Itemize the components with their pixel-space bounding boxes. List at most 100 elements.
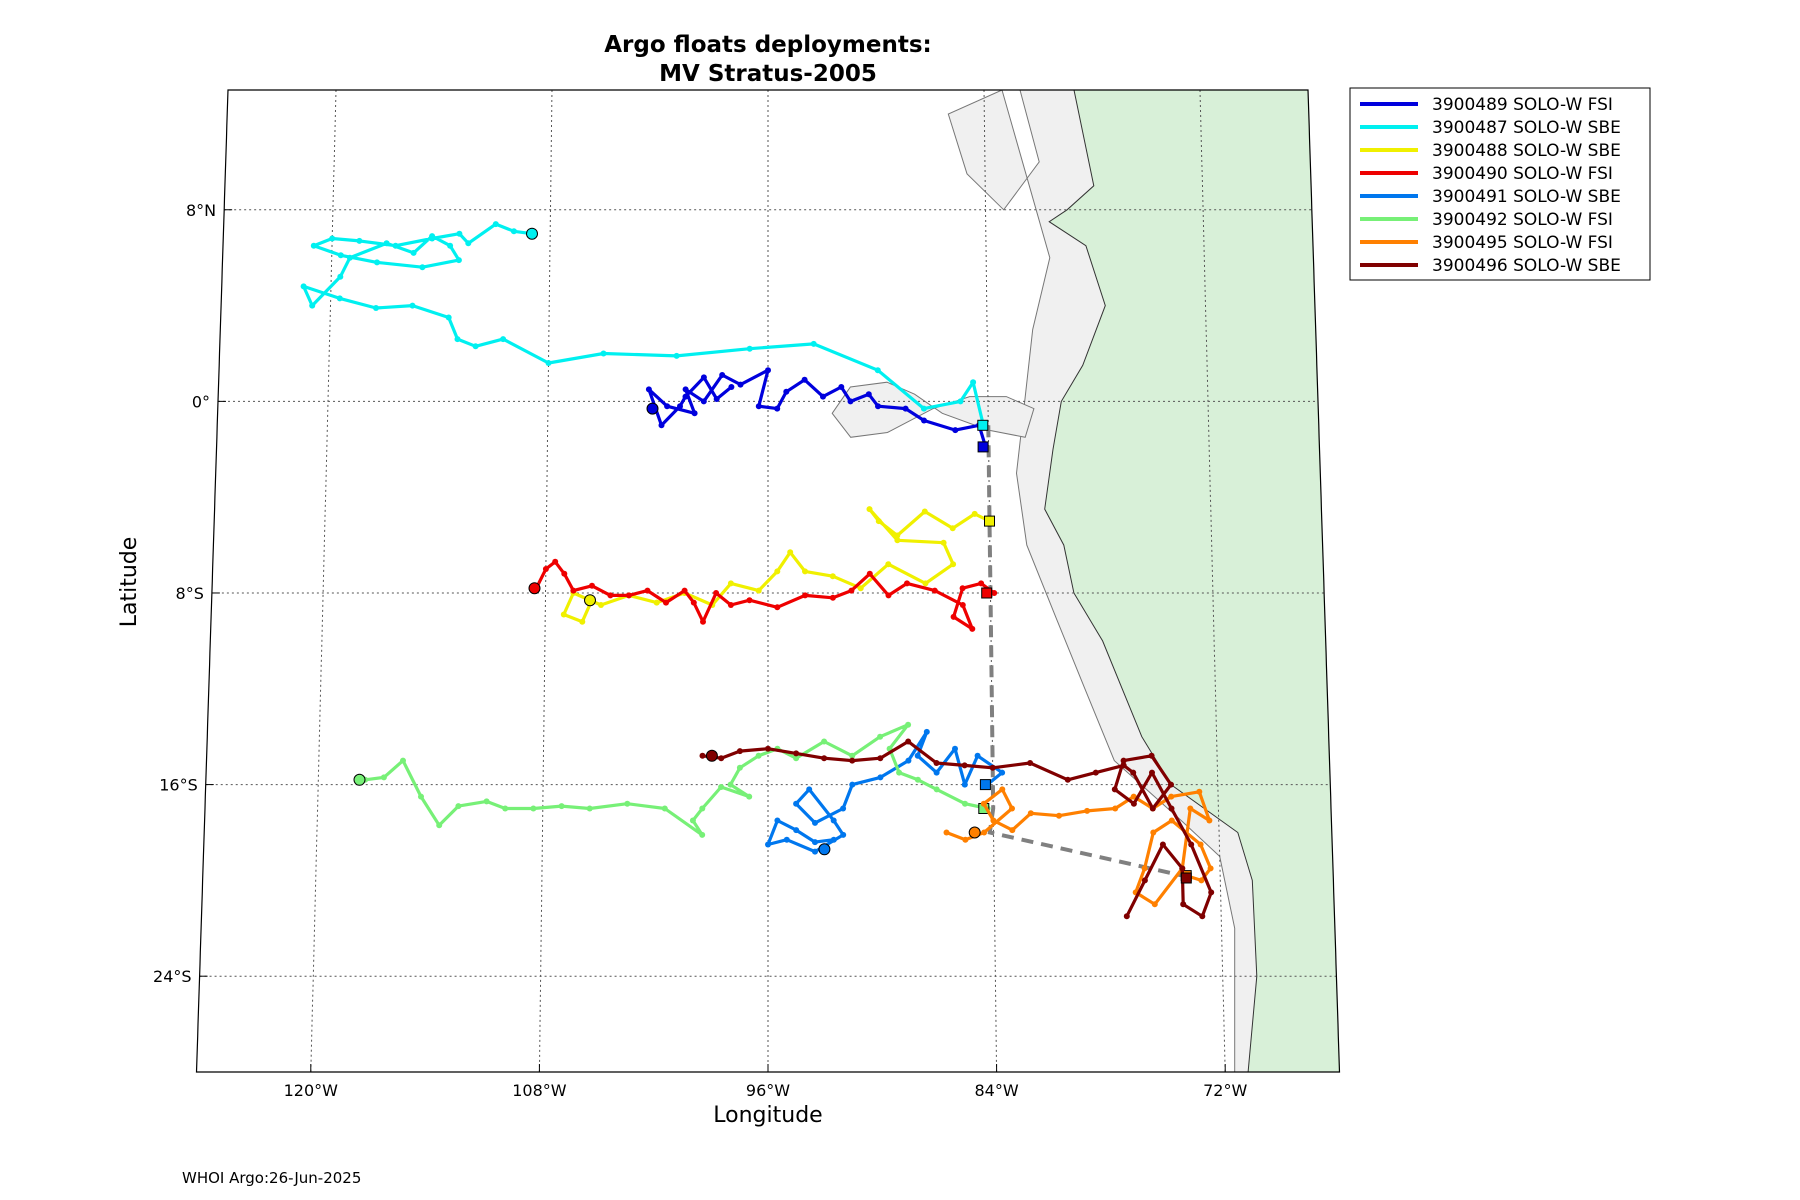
float-profile-point (793, 800, 800, 807)
float-profile-point (1168, 793, 1175, 800)
float-profile-point (500, 336, 507, 343)
float-profile-point (552, 558, 559, 565)
float-profile-point (812, 839, 818, 846)
float-profile-point (783, 836, 790, 843)
float-profile-point (663, 599, 669, 606)
float-profile-point (746, 597, 753, 604)
legend-entry: 3900496 SOLO-W SBE (1432, 256, 1621, 276)
float-profile-point (921, 417, 927, 424)
x-axis-label: Longitude (713, 1103, 822, 1128)
float-profile-point (765, 745, 771, 752)
float-profile-point (1120, 757, 1127, 764)
y-tick-label: 16°S (159, 776, 198, 795)
x-tick-label: 96°W (746, 1081, 790, 1100)
float-profile-point (857, 585, 864, 592)
float-profile-point (765, 367, 771, 374)
float-profile-point (445, 314, 452, 321)
float-profile-point (737, 381, 744, 388)
last-position-marker (353, 773, 366, 786)
float-profile-point (586, 805, 593, 812)
float-profile-point (1197, 841, 1204, 848)
deployment-marker (979, 779, 991, 791)
float-profile-point (664, 403, 671, 410)
float-profile-point (1199, 913, 1206, 920)
float-profile-point (866, 570, 873, 577)
float-profile-point (1009, 827, 1016, 834)
float-profile-point (774, 405, 781, 412)
y-axis-label: Latitude (117, 537, 142, 628)
float-profile-point (765, 841, 771, 848)
float-profile-point (1168, 817, 1175, 824)
float-profile-point (920, 405, 927, 412)
float-profile-point (950, 561, 957, 568)
float-profile-point (542, 566, 549, 572)
float-profile-point (962, 836, 969, 843)
last-position-marker (818, 843, 831, 856)
float-track-line (647, 368, 987, 445)
float-profile-point (978, 580, 985, 587)
legend-entry: 3900490 SOLO-W FSI (1432, 164, 1613, 184)
float-profile-point (455, 257, 462, 264)
float-profile-point (952, 427, 959, 434)
float-track-line (945, 787, 1213, 906)
float-profile-point (1179, 865, 1186, 872)
float-profile-point (875, 403, 881, 410)
float-profile-point (436, 822, 443, 829)
float-profile-point (1151, 901, 1158, 908)
float-profile-point (933, 786, 940, 793)
float-profile-point (969, 625, 976, 632)
float-profile-point (699, 831, 706, 838)
float-profile-point (902, 405, 909, 412)
float-profile-point (905, 721, 912, 728)
float-profile-point (1141, 877, 1148, 884)
float-profile-point (727, 602, 734, 608)
float-profile-point (970, 379, 977, 386)
float-profile-point (300, 283, 307, 290)
float-profile-point (830, 817, 837, 824)
float-profile-point (957, 398, 964, 405)
deployment-marker (977, 441, 989, 453)
x-tick-label: 84°W (975, 1081, 1019, 1100)
float-profile-point (718, 784, 725, 790)
float-profile-point (894, 532, 901, 539)
float-profile-point (838, 384, 845, 390)
last-position-marker (968, 826, 981, 839)
legend-entry: 3900492 SOLO-W FSI (1432, 210, 1613, 230)
float-profile-point (579, 618, 586, 625)
float-profile-point (337, 273, 344, 280)
float-profile-point (625, 592, 632, 599)
float-profile-point (309, 302, 316, 309)
float-profile-point (914, 752, 921, 759)
float-profile-point (1206, 817, 1213, 824)
float-profile-point (961, 781, 968, 788)
float-profile-point (346, 254, 353, 261)
float-profile-point (1084, 807, 1091, 814)
float-profile-point (502, 805, 509, 812)
float-profile-point (755, 752, 762, 759)
float-profile-point (644, 587, 651, 594)
float-profile-point (812, 819, 818, 826)
float-profile-point (713, 396, 720, 402)
float-profile-point (980, 800, 987, 807)
float-profile-point (383, 240, 390, 247)
float-profile-point (921, 508, 928, 515)
float-profile-point (1187, 805, 1194, 812)
chart-subtitle: MV Stratus-2005 (659, 61, 877, 87)
legend: 3900489 SOLO-W FSI 3900487 SOLO-W SBE 3900… (1349, 87, 1651, 281)
float-profile-point (905, 757, 912, 764)
axis-ticks: 120°W 108°W 96°W 84°W 72°W 8°N 0° 8°S 16°S 24°S (153, 201, 1247, 1100)
float-profile-point (1130, 800, 1137, 807)
float-profile-point (1150, 829, 1157, 836)
map-frame (195, 89, 1341, 1073)
last-position-marker (526, 227, 538, 240)
float-profile-point (806, 786, 813, 793)
float-profile-point (959, 602, 966, 608)
float-profile-point (418, 793, 424, 800)
float-profile-point (419, 264, 426, 271)
float-profile-point (336, 295, 343, 302)
float-profile-point (746, 793, 753, 800)
float-profile-point (682, 393, 689, 400)
float-profile-point (1123, 913, 1130, 920)
float-profile-point (990, 817, 997, 824)
float-profile-point (530, 805, 537, 812)
